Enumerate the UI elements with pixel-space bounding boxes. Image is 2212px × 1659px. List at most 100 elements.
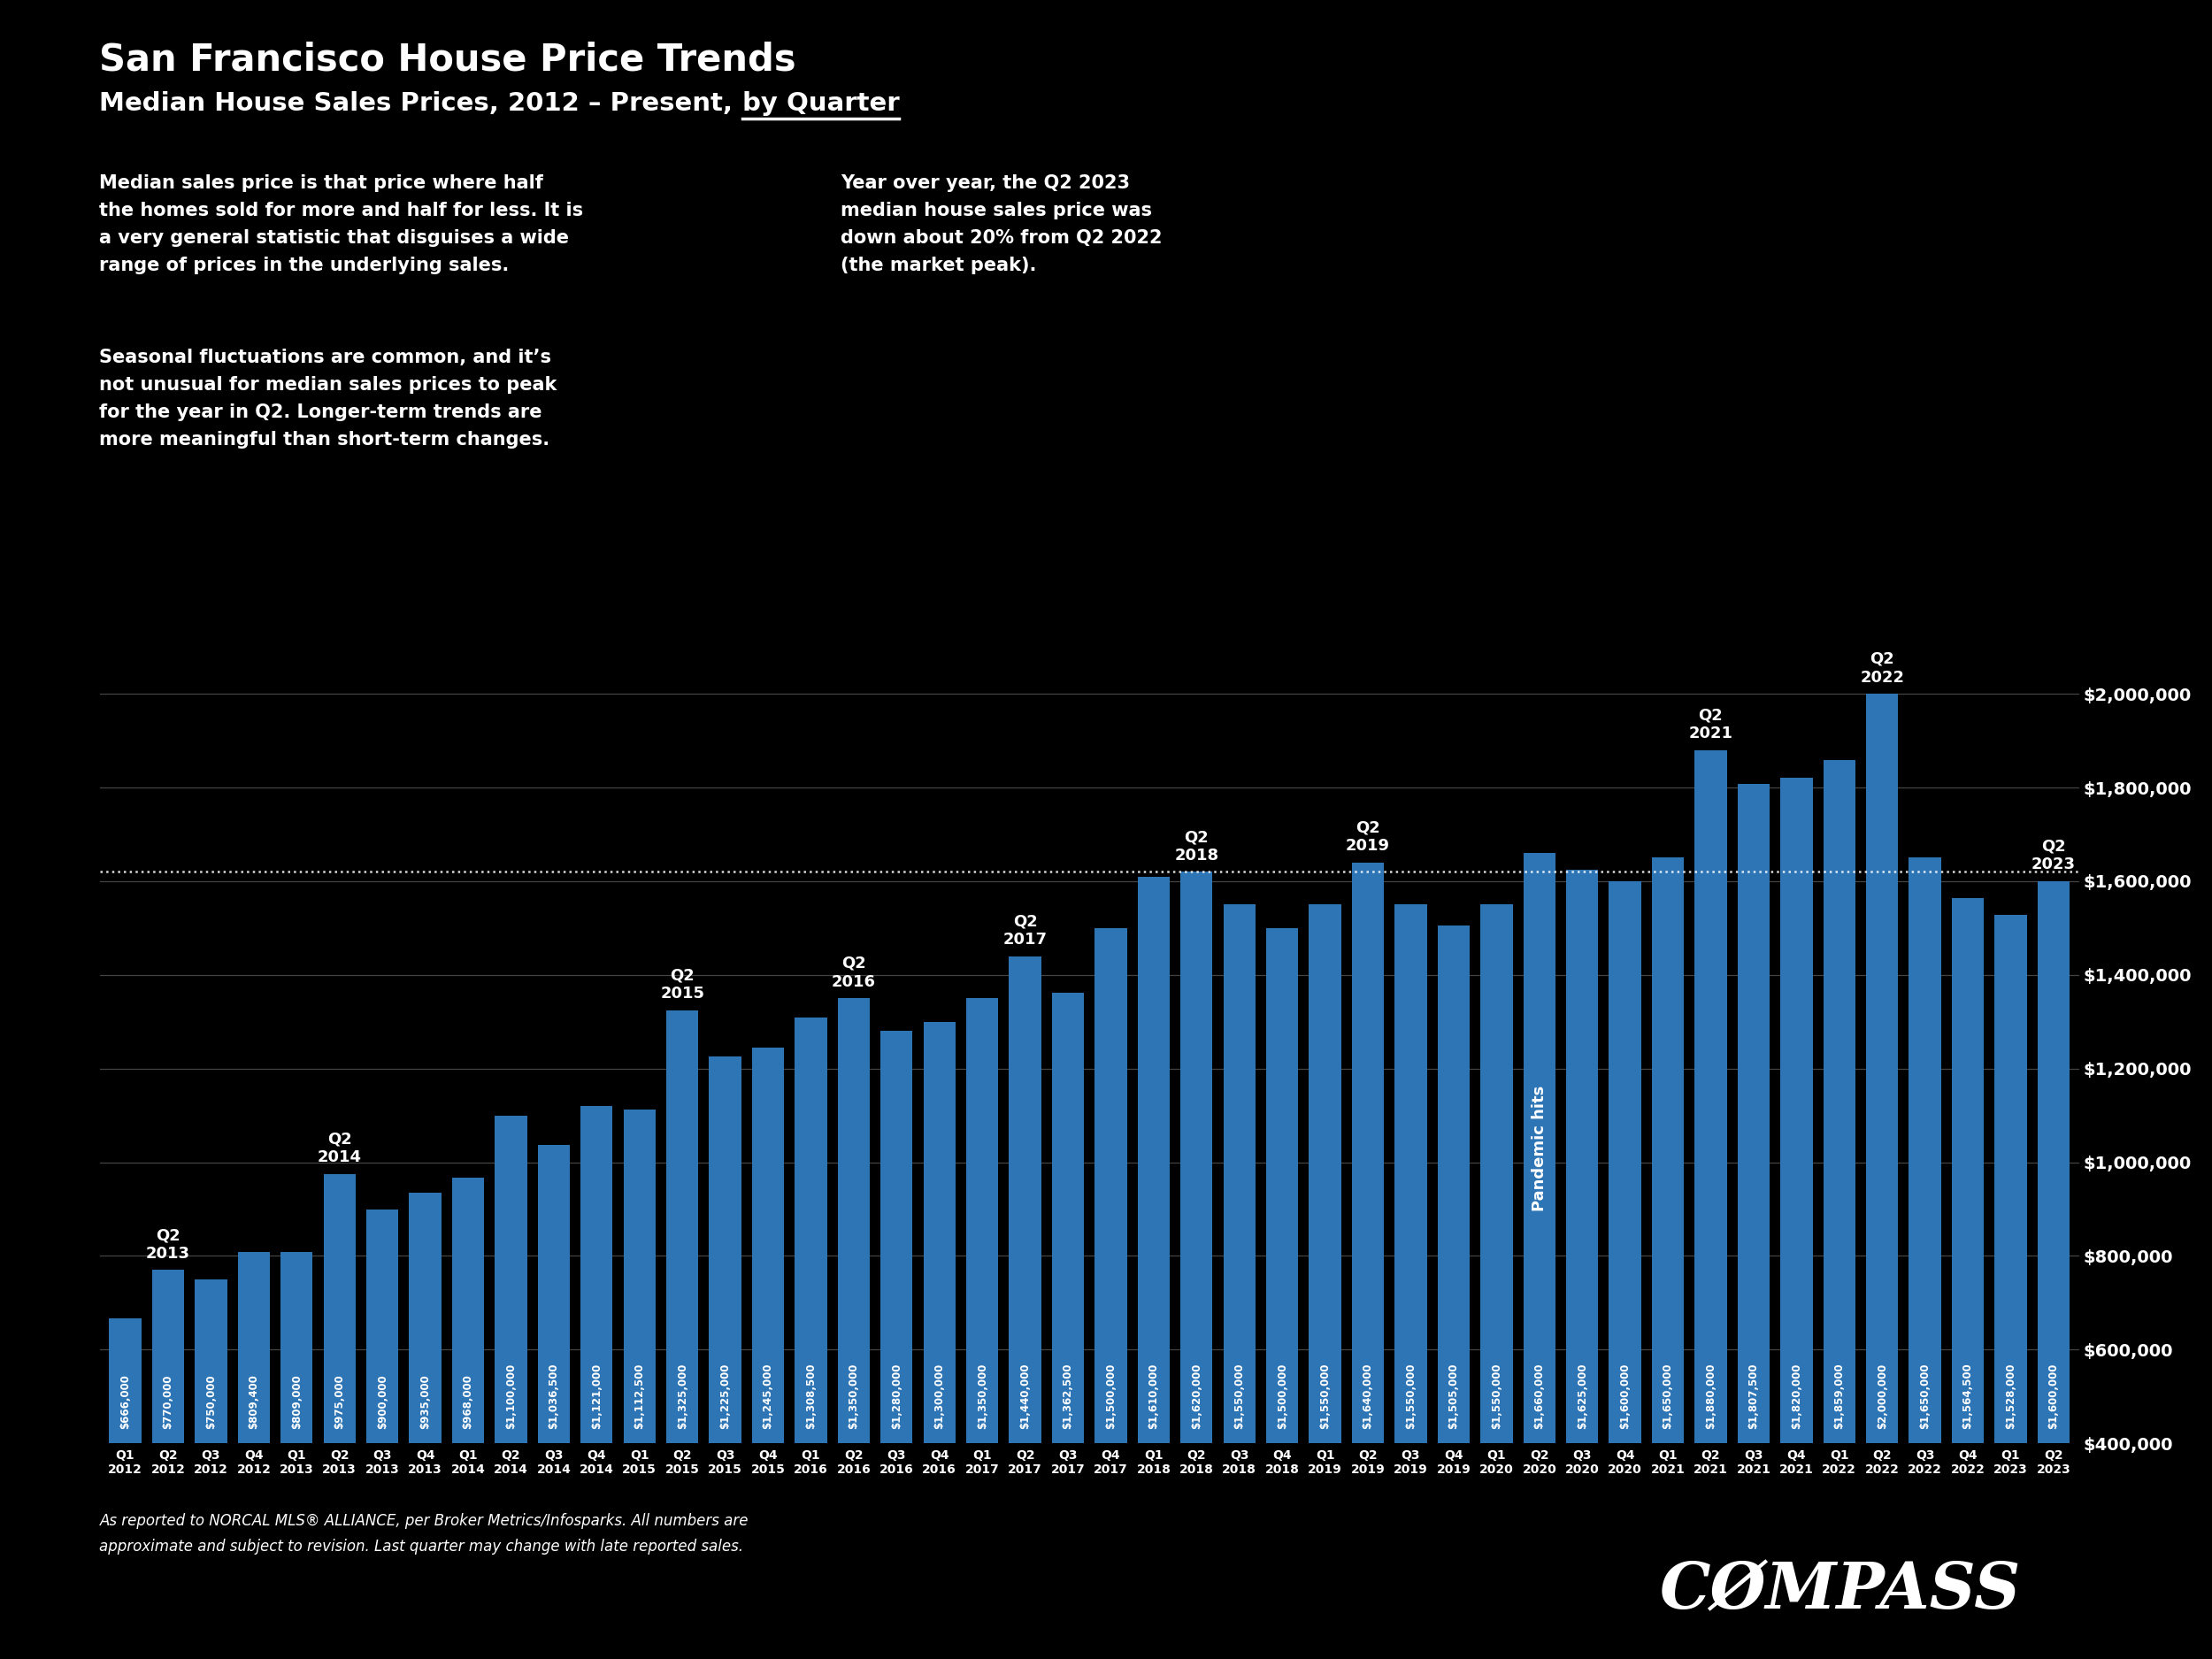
Text: $1,362,500: $1,362,500 xyxy=(1062,1364,1073,1430)
Bar xyxy=(1137,876,1170,1631)
Bar xyxy=(1823,760,1856,1631)
Text: $1,440,000: $1,440,000 xyxy=(1020,1364,1031,1430)
Bar xyxy=(1396,904,1427,1631)
Text: $1,500,000: $1,500,000 xyxy=(1276,1364,1287,1430)
Text: $1,550,000: $1,550,000 xyxy=(1491,1364,1502,1430)
Bar xyxy=(1694,750,1728,1631)
Bar xyxy=(451,1178,484,1631)
Text: $1,100,000: $1,100,000 xyxy=(504,1364,518,1430)
Bar xyxy=(624,1110,655,1631)
Text: $1,500,000: $1,500,000 xyxy=(1106,1364,1117,1430)
Text: $1,350,000: $1,350,000 xyxy=(847,1364,860,1430)
Bar xyxy=(580,1105,613,1631)
Text: As reported to NORCAL MLS® ALLIANCE, per Broker Metrics/Infosparks. All numbers : As reported to NORCAL MLS® ALLIANCE, per… xyxy=(100,1513,748,1554)
Text: $1,225,000: $1,225,000 xyxy=(719,1364,730,1430)
Bar xyxy=(2037,881,2070,1631)
Bar xyxy=(1524,853,1555,1631)
Text: Q2
2013: Q2 2013 xyxy=(146,1228,190,1261)
Bar xyxy=(1310,904,1340,1631)
Bar xyxy=(237,1251,270,1631)
Text: $1,505,000: $1,505,000 xyxy=(1449,1364,1460,1430)
Text: $1,036,500: $1,036,500 xyxy=(549,1364,560,1430)
Bar xyxy=(1265,927,1298,1631)
Bar xyxy=(281,1253,312,1631)
Bar xyxy=(1223,904,1256,1631)
Text: $1,550,000: $1,550,000 xyxy=(1318,1364,1332,1430)
Text: $809,000: $809,000 xyxy=(292,1375,303,1430)
Text: San Francisco House Price Trends: San Francisco House Price Trends xyxy=(100,41,796,78)
Text: $1,610,000: $1,610,000 xyxy=(1148,1364,1159,1430)
Bar xyxy=(538,1145,571,1631)
Bar xyxy=(495,1115,526,1631)
Text: $666,000: $666,000 xyxy=(119,1375,131,1430)
Text: Q2
2022: Q2 2022 xyxy=(1860,650,1905,685)
Bar xyxy=(1995,916,2026,1631)
Text: $1,245,000: $1,245,000 xyxy=(763,1364,774,1430)
Text: Year over year, the Q2 2023
median house sales price was
down about 20% from Q2 : Year over year, the Q2 2023 median house… xyxy=(841,174,1161,275)
Text: $1,300,000: $1,300,000 xyxy=(933,1364,945,1430)
Text: $900,000: $900,000 xyxy=(376,1375,387,1430)
Text: $1,550,000: $1,550,000 xyxy=(1234,1364,1245,1430)
Text: Q2
2023: Q2 2023 xyxy=(2031,838,2075,873)
Text: $1,620,000: $1,620,000 xyxy=(1190,1364,1203,1430)
Text: $1,550,000: $1,550,000 xyxy=(1405,1364,1416,1430)
Bar xyxy=(1781,778,1812,1631)
Bar xyxy=(1909,858,1942,1631)
Text: Q2
2021: Q2 2021 xyxy=(1688,707,1732,742)
Text: Q2
2015: Q2 2015 xyxy=(659,967,703,1002)
Text: $1,625,000: $1,625,000 xyxy=(1577,1364,1588,1430)
Bar xyxy=(1652,858,1683,1631)
Text: $1,564,500: $1,564,500 xyxy=(1962,1364,1973,1430)
Bar xyxy=(1053,992,1084,1631)
Bar xyxy=(1095,927,1126,1631)
Bar xyxy=(880,1032,914,1631)
Text: $1,112,500: $1,112,500 xyxy=(633,1364,646,1430)
Bar xyxy=(1608,881,1641,1631)
Bar xyxy=(367,1209,398,1631)
Text: $1,600,000: $1,600,000 xyxy=(2048,1364,2059,1430)
Text: Q2
2019: Q2 2019 xyxy=(1345,820,1389,854)
Text: $1,325,000: $1,325,000 xyxy=(677,1364,688,1430)
Text: Q2
2017: Q2 2017 xyxy=(1002,914,1046,947)
Text: $1,280,000: $1,280,000 xyxy=(891,1364,902,1430)
Text: $1,600,000: $1,600,000 xyxy=(1619,1364,1630,1430)
Bar xyxy=(710,1057,741,1631)
Text: $770,000: $770,000 xyxy=(161,1375,175,1430)
Bar xyxy=(1352,863,1385,1631)
Bar xyxy=(1438,926,1469,1631)
Text: $750,000: $750,000 xyxy=(206,1375,217,1430)
Bar xyxy=(1181,873,1212,1631)
Text: Median House Sales Prices, 2012 – Present,: Median House Sales Prices, 2012 – Presen… xyxy=(100,91,741,116)
Text: $968,000: $968,000 xyxy=(462,1375,473,1430)
Bar xyxy=(752,1047,783,1631)
Bar xyxy=(1867,693,1898,1631)
Text: $1,859,000: $1,859,000 xyxy=(1834,1364,1845,1430)
Text: $1,528,000: $1,528,000 xyxy=(2004,1364,2017,1430)
Text: $1,660,000: $1,660,000 xyxy=(1533,1364,1546,1430)
Bar xyxy=(195,1279,228,1631)
Bar xyxy=(153,1271,184,1631)
Bar xyxy=(409,1193,440,1631)
Bar xyxy=(323,1175,356,1631)
Bar xyxy=(1951,898,1984,1631)
Text: Pandemic hits: Pandemic hits xyxy=(1531,1085,1548,1211)
Bar xyxy=(1009,956,1042,1631)
Text: $1,820,000: $1,820,000 xyxy=(1792,1364,1803,1430)
Text: $975,000: $975,000 xyxy=(334,1375,345,1430)
Bar xyxy=(838,999,869,1631)
Text: $2,000,000: $2,000,000 xyxy=(1876,1364,1887,1430)
Text: $1,807,500: $1,807,500 xyxy=(1747,1364,1759,1430)
Text: Q2
2014: Q2 2014 xyxy=(316,1131,361,1166)
Bar xyxy=(1480,904,1513,1631)
Bar xyxy=(666,1010,699,1631)
Bar xyxy=(967,999,998,1631)
Bar xyxy=(794,1017,827,1631)
Text: CØMPASS: CØMPASS xyxy=(1659,1559,2020,1623)
Bar xyxy=(1566,869,1599,1631)
Text: Median sales price is that price where half
the homes sold for more and half for: Median sales price is that price where h… xyxy=(100,174,584,275)
Text: $1,650,000: $1,650,000 xyxy=(1920,1364,1931,1430)
Bar xyxy=(1739,785,1770,1631)
Text: $809,400: $809,400 xyxy=(248,1375,259,1430)
Text: by Quarter: by Quarter xyxy=(741,91,900,116)
Text: $1,880,000: $1,880,000 xyxy=(1705,1364,1717,1430)
